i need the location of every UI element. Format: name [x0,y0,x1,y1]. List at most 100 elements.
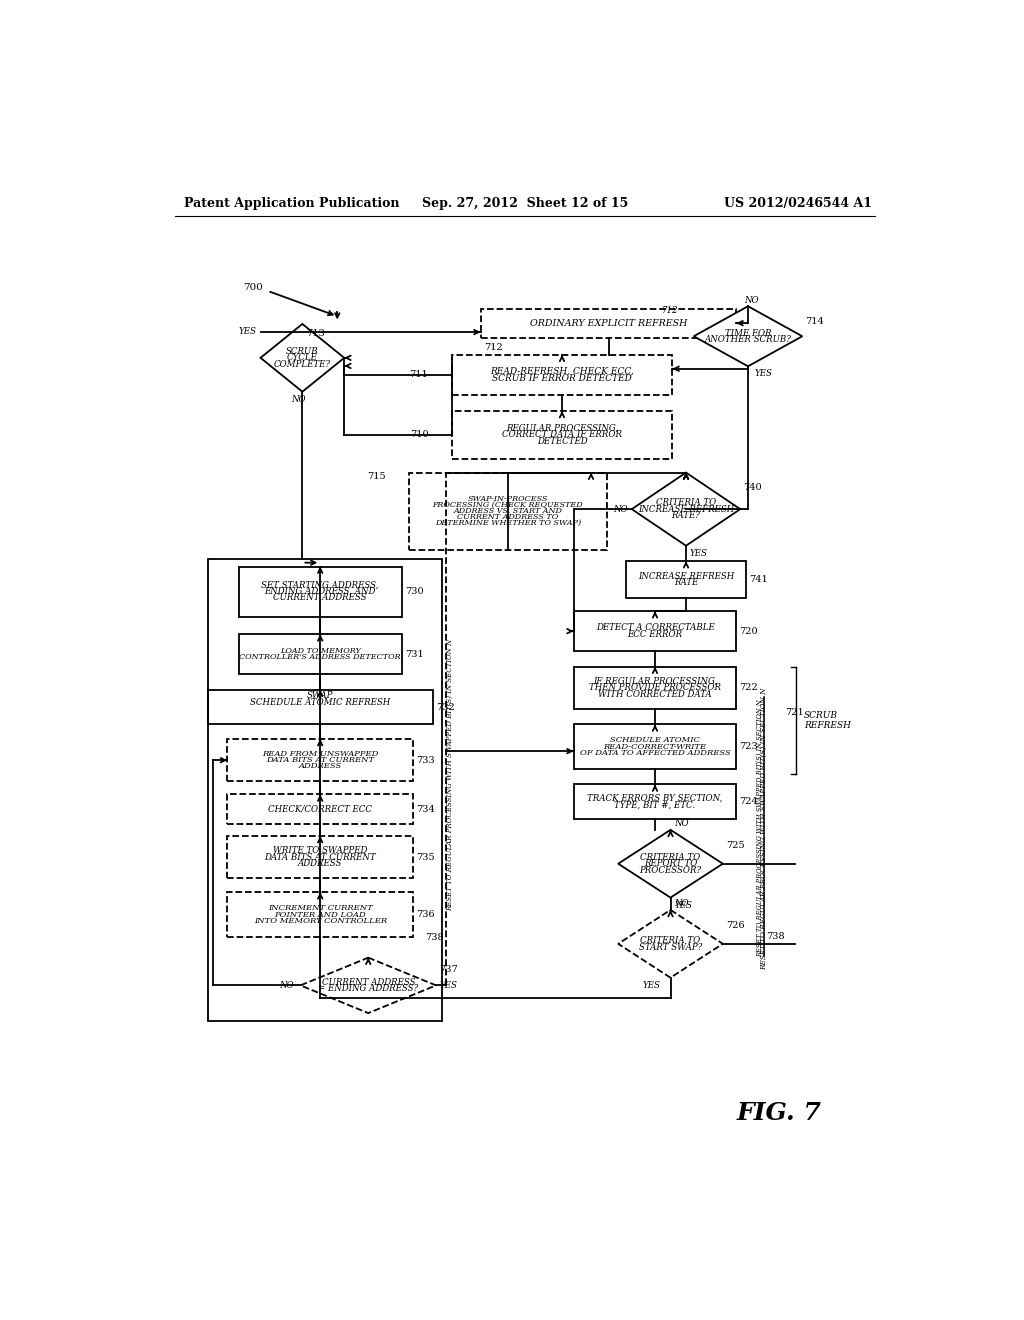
FancyBboxPatch shape [480,309,736,338]
Text: 725: 725 [726,841,744,850]
Text: 712: 712 [484,343,503,351]
Text: INCREASE REFRESH: INCREASE REFRESH [638,504,734,513]
Text: INCREASE REFRESH: INCREASE REFRESH [638,572,734,581]
Text: YES: YES [239,327,257,337]
Text: 713: 713 [306,329,325,338]
Text: OF DATA TO AFFECTED ADDRESS: OF DATA TO AFFECTED ADDRESS [580,748,730,756]
Text: TRACK ERRORS BY SECTION,: TRACK ERRORS BY SECTION, [588,795,723,803]
Text: LOAD TO MEMORY: LOAD TO MEMORY [280,647,360,655]
Text: 733: 733 [417,755,435,764]
Text: IF REGULAR PROCESSING,: IF REGULAR PROCESSING, [593,677,717,686]
Text: 738: 738 [767,932,785,941]
Text: 724: 724 [739,797,758,807]
Text: YES: YES [690,549,708,558]
Text: PROCESSOR?: PROCESSOR? [639,866,701,875]
Text: US 2012/0246544 A1: US 2012/0246544 A1 [724,197,872,210]
Text: TIME FOR: TIME FOR [725,329,771,338]
Polygon shape [632,473,740,545]
Text: ADDRESS: ADDRESS [299,763,342,771]
Text: CURRENT ADDRESS: CURRENT ADDRESS [322,978,415,986]
Text: SET STARTING ADDRESS,: SET STARTING ADDRESS, [261,581,379,590]
Text: 712: 712 [662,306,678,314]
Text: 731: 731 [404,649,424,659]
Text: ADDRESS VS. START AND: ADDRESS VS. START AND [454,507,562,515]
Text: 723: 723 [739,742,758,751]
Text: CHECK/CORRECT ECC: CHECK/CORRECT ECC [268,805,372,813]
FancyBboxPatch shape [452,355,673,395]
Text: SCHEDULE ATOMIC: SCHEDULE ATOMIC [610,737,700,744]
FancyBboxPatch shape [227,795,414,824]
Text: 711: 711 [410,371,428,379]
Text: NO: NO [280,981,294,990]
Text: SWAP-IN-PROCESS: SWAP-IN-PROCESS [468,495,548,503]
Text: YES: YES [755,370,772,379]
Text: NO: NO [675,820,689,828]
FancyBboxPatch shape [409,473,606,549]
Text: DETERMINE WHETHER TO SWAP): DETERMINE WHETHER TO SWAP) [434,519,581,527]
Text: CURRENT ADDRESS: CURRENT ADDRESS [273,594,367,602]
Text: Patent Application Publication: Patent Application Publication [183,197,399,210]
Text: COMPLETE?: COMPLETE? [273,360,331,368]
Text: 732: 732 [435,702,455,711]
Text: READ FROM UNSWAPPED: READ FROM UNSWAPPED [262,750,379,758]
Text: NO: NO [291,395,305,404]
Text: YES: YES [642,981,660,990]
Text: 737: 737 [439,965,458,974]
Text: POINTER AND LOAD: POINTER AND LOAD [274,911,366,919]
Text: Sep. 27, 2012  Sheet 12 of 15: Sep. 27, 2012 Sheet 12 of 15 [422,197,628,210]
FancyBboxPatch shape [573,784,736,818]
Text: 722: 722 [739,684,758,692]
FancyBboxPatch shape [208,689,432,725]
FancyBboxPatch shape [239,635,401,675]
FancyBboxPatch shape [227,739,414,781]
Text: 734: 734 [417,805,435,813]
Text: 726: 726 [726,921,744,929]
Text: NO: NO [675,899,689,908]
FancyBboxPatch shape [626,561,746,598]
Text: REPORT TO: REPORT TO [644,859,697,869]
Text: CORRECT DATA IF ERROR: CORRECT DATA IF ERROR [502,430,622,440]
Text: CYCLE: CYCLE [287,354,317,362]
Text: 714: 714 [805,317,824,326]
Text: 736: 736 [417,909,435,919]
Text: YES: YES [675,900,692,909]
Text: CONTROLLER'S ADDRESS DETECTOR: CONTROLLER'S ADDRESS DETECTOR [240,653,401,661]
FancyBboxPatch shape [573,725,736,770]
Text: SCHEDULE ATOMIC REFRESH: SCHEDULE ATOMIC REFRESH [250,698,390,706]
Text: DETECT A CORRECTABLE: DETECT A CORRECTABLE [596,623,715,632]
Text: RESET TO REGULAR PROCESSING WITH SWAPPED BIT(S) IN SECTION N: RESET TO REGULAR PROCESSING WITH SWAPPED… [756,700,764,957]
Text: DETECTED: DETECTED [537,437,588,446]
Text: START SWAP?: START SWAP? [639,942,702,952]
Text: YES: YES [440,981,458,990]
Text: READ-CORRECT-WRITE: READ-CORRECT-WRITE [603,743,707,751]
Text: 700: 700 [243,284,262,292]
Text: ANOTHER SCRUB?: ANOTHER SCRUB? [705,335,792,345]
Text: 740: 740 [743,483,762,492]
FancyBboxPatch shape [573,611,736,651]
Polygon shape [618,909,723,978]
Text: CRITERIA TO: CRITERIA TO [640,936,700,945]
Text: RATE?: RATE? [672,511,700,520]
Text: 720: 720 [739,627,758,636]
Text: 715: 715 [367,473,386,480]
Text: ECC ERROR: ECC ERROR [628,630,683,639]
Text: REGULAR PROCESSING,: REGULAR PROCESSING, [506,424,618,433]
Text: NO: NO [613,504,628,513]
Polygon shape [260,323,344,392]
Text: RESET TO REGULAR PROCESSING WITH SWAPPED BIT(S) IN SECTION N: RESET TO REGULAR PROCESSING WITH SWAPPED… [760,686,768,970]
Text: WITH CORRECTED DATA: WITH CORRECTED DATA [598,690,712,698]
Text: 735: 735 [417,853,435,862]
Text: 710: 710 [410,430,428,440]
Text: 730: 730 [404,587,423,597]
Text: ORDINARY EXPLICIT REFRESH: ORDINARY EXPLICIT REFRESH [529,318,687,327]
Text: TYPE, BIT #, ETC.: TYPE, BIT #, ETC. [614,800,695,809]
Text: NO: NO [744,296,759,305]
Text: SCRUB IF ERROR DETECTED: SCRUB IF ERROR DETECTED [493,374,632,383]
Text: THEN PROVIDE PROCESSOR: THEN PROVIDE PROCESSOR [589,684,721,692]
Text: RESET TO REGULAR PROCESSING WITH SWAPPED BIT(S) IN SECTION N: RESET TO REGULAR PROCESSING WITH SWAPPED… [446,639,455,911]
Text: WRITE TO SWAPPED: WRITE TO SWAPPED [273,846,368,855]
Text: FIG. 7: FIG. 7 [736,1101,821,1125]
Text: SCRUB: SCRUB [286,347,318,356]
Text: CRITERIA TO: CRITERIA TO [640,853,700,862]
Polygon shape [693,306,802,367]
